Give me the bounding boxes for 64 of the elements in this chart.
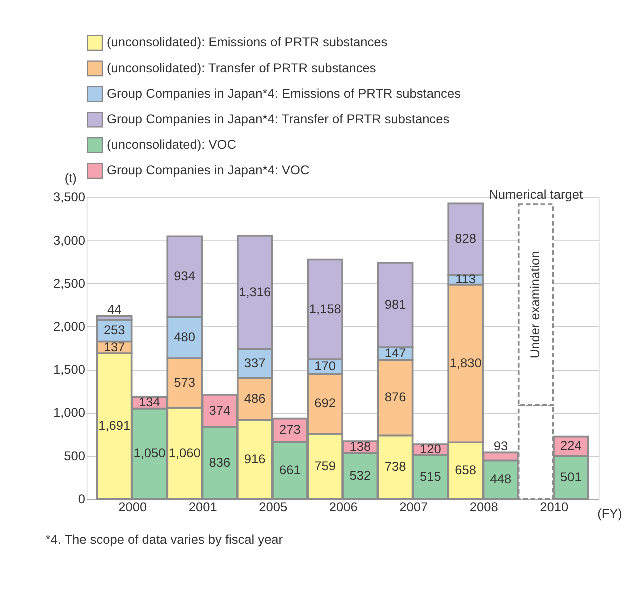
data-label: 1,158 (309, 301, 342, 316)
x-tick-label: 2010 (540, 500, 569, 515)
x-tick-label: 2000 (118, 500, 148, 515)
data-label: 93 (494, 438, 508, 454)
y-tick-label: 3,500 (53, 190, 86, 205)
x-tick-label: 2001 (188, 500, 218, 515)
text: *4. The scope of data varies by fiscal year (46, 532, 284, 548)
legend-label: Group Companies in Japan*4: VOC (106, 162, 310, 178)
data-label: 1,050 (134, 446, 166, 461)
data-label: 1,691 (98, 418, 131, 434)
x-axis-title: (FY) (598, 506, 622, 522)
legend-label: Group Companies in Japan*4: Transfer of PRTR substances (106, 112, 450, 127)
legend-label: (unconsolidated): Emissions of PRTR substances (106, 34, 388, 50)
y-tick-label: 500 (64, 448, 86, 464)
data-label: 138 (350, 439, 372, 454)
data-label: 916 (244, 452, 266, 467)
data-label: 692 (314, 396, 336, 411)
data-label: 374 (209, 402, 231, 418)
data-label: 137 (104, 339, 126, 354)
y-tick-label: 2,000 (53, 319, 86, 334)
data-label: 876 (384, 390, 406, 405)
y-tick-label: 3,000 (53, 232, 86, 248)
x-tick-label: 2005 (259, 500, 288, 515)
y-tick-label: 0 (78, 491, 86, 506)
legend-label: (unconsolidated): Transfer of PRTR substances (106, 60, 376, 76)
data-label: 573 (174, 374, 196, 390)
data-label: 658 (455, 462, 477, 478)
data-label: 532 (350, 468, 372, 484)
annotation: Numerical target (489, 186, 584, 202)
data-label: 1,060 (168, 445, 201, 460)
legend-label: Group Companies in Japan*4: Emissions of PRTR substances (106, 86, 461, 101)
x-tick-label: 2007 (400, 500, 428, 515)
x-tick-label: 2006 (329, 500, 358, 515)
data-label: 515 (420, 468, 442, 484)
data-label: 501 (560, 469, 582, 484)
y-tick-label: 1,000 (53, 405, 86, 420)
data-label: 934 (174, 268, 196, 284)
y-tick-label: 2,500 (53, 276, 86, 291)
data-label: 170 (314, 358, 336, 374)
data-label: 224 (560, 438, 582, 454)
data-label: 738 (384, 459, 406, 474)
y-tick-label: 1,500 (53, 362, 86, 378)
annotation: Under examination (528, 251, 543, 359)
data-label: 1,830 (450, 355, 482, 370)
data-label: 828 (455, 231, 477, 246)
x-tick-label: 2008 (470, 500, 498, 515)
data-label: 120 (420, 441, 442, 456)
data-label: 448 (490, 472, 512, 487)
data-label: 661 (280, 462, 301, 478)
legend-label: (unconsolidated): VOC (106, 137, 236, 152)
data-label: 44 (107, 302, 122, 317)
data-label: 147 (384, 346, 406, 361)
data-label: 981 (384, 296, 406, 312)
y-axis-title: (t) (64, 170, 77, 186)
data-label: 273 (280, 422, 301, 438)
data-label: 1,316 (239, 284, 272, 300)
data-label: 480 (174, 330, 196, 345)
data-label: 253 (104, 322, 126, 338)
data-label: 113 (456, 272, 476, 287)
data-label: 836 (209, 454, 231, 470)
data-label: 759 (314, 458, 336, 474)
data-label: 337 (244, 356, 266, 371)
data-label: 486 (244, 391, 266, 406)
data-label: 134 (139, 394, 160, 410)
